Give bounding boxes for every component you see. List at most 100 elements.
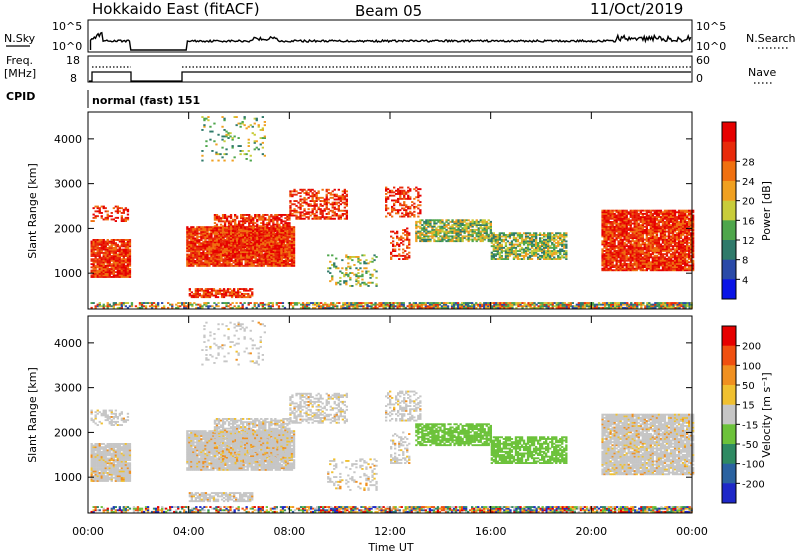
- heatmap-cell: [632, 244, 634, 246]
- heatmap-cell: [286, 237, 288, 239]
- heatmap-cell: [616, 210, 618, 212]
- heatmap-cell: [91, 250, 93, 252]
- heatmap-cell: [549, 250, 551, 252]
- heatmap-cell: [111, 250, 113, 252]
- heatmap-cell: [282, 220, 284, 222]
- heatmap-cell: [232, 250, 234, 252]
- heatmap-cell: [652, 260, 654, 262]
- heatmap-cell: [521, 252, 523, 254]
- heatmap-cell: [501, 244, 503, 246]
- heatmap-cell: [551, 242, 553, 244]
- heatmap-cell: [278, 214, 280, 216]
- heatmap-cell: [488, 219, 490, 221]
- heatmap-cell: [644, 226, 646, 228]
- heatmap-cell: [403, 201, 405, 203]
- heatmap-cell: [493, 247, 495, 249]
- heatmap-cell: [196, 252, 198, 254]
- heatmap-cell: [614, 260, 616, 262]
- heatmap-cell: [276, 214, 278, 216]
- heatmap-cell: [486, 231, 488, 233]
- heatmap-cell: [242, 230, 244, 232]
- heatmap-cell: [513, 250, 515, 252]
- heatmap-cell: [334, 189, 336, 191]
- heatmap-cell: [565, 247, 567, 249]
- heatmap-cell: [250, 225, 252, 227]
- heatmap-cell: [224, 229, 226, 231]
- heatmap-cell: [529, 255, 531, 257]
- heatmap-cell: [656, 232, 658, 234]
- heatmap-cell: [291, 252, 293, 254]
- heatmap-cell: [466, 219, 468, 221]
- heatmap-cell: [636, 218, 638, 220]
- heatmap-cell: [316, 215, 318, 217]
- heatmap-cell: [99, 247, 101, 249]
- heatmap-cell: [417, 204, 419, 206]
- heatmap-cell: [435, 219, 437, 221]
- heatmap-cell: [640, 260, 642, 262]
- heatmap-cell: [664, 253, 666, 255]
- heatmap-cell: [555, 234, 557, 236]
- heatmap-cell: [427, 219, 429, 221]
- heatmap-cell: [284, 222, 286, 224]
- heatmap-cell: [234, 248, 236, 250]
- heatmap-cell: [293, 200, 295, 202]
- heatmap-cell: [612, 232, 614, 234]
- heatmap-cell: [660, 210, 662, 212]
- heatmap-cell: [252, 246, 254, 248]
- heatmap-cell: [441, 235, 443, 237]
- heatmap-cell: [295, 210, 297, 212]
- heatmap-cell: [435, 227, 437, 229]
- heatmap-cell: [445, 224, 447, 226]
- heatmap-cell: [551, 250, 553, 252]
- heatmap-cell: [654, 247, 656, 249]
- heatmap-cell: [344, 189, 346, 191]
- heatmap-cell: [457, 219, 459, 221]
- heatmap-cell: [535, 234, 537, 236]
- heatmap-cell: [244, 227, 246, 229]
- heatmap-cell: [266, 250, 268, 252]
- heatmap-cell: [214, 232, 216, 234]
- heatmap-cell: [240, 237, 242, 239]
- heatmap-cell: [276, 248, 278, 250]
- heatmap-cell: [486, 221, 488, 223]
- heatmap-cell: [533, 232, 535, 234]
- heatmap-cell: [539, 245, 541, 247]
- heatmap-cell: [488, 234, 490, 236]
- heatmap-cell: [628, 263, 630, 265]
- heatmap-cell: [474, 231, 476, 233]
- heatmap-cell: [334, 211, 336, 213]
- heatmap-cell: [616, 250, 618, 252]
- heatmap-cell: [220, 263, 222, 265]
- heatmap-cell: [299, 189, 301, 191]
- heatmap-cell: [484, 235, 486, 237]
- heatmap-cell: [208, 257, 210, 259]
- heatmap-cell: [407, 187, 409, 189]
- heatmap-cell: [472, 231, 474, 233]
- heatmap-cell: [222, 225, 224, 227]
- heatmap-cell: [478, 227, 480, 229]
- heatmap-cell: [101, 250, 103, 252]
- heatmap-cell: [264, 227, 266, 229]
- heatmap-cell: [620, 245, 622, 247]
- heatmap-cell: [547, 247, 549, 249]
- heatmap-cell: [316, 210, 318, 212]
- heatmap-cell: [238, 232, 240, 234]
- heatmap-cell: [218, 240, 220, 242]
- heatmap-cell: [119, 250, 121, 252]
- heatmap-cell: [192, 265, 194, 267]
- heatmap-cell: [282, 214, 284, 216]
- heatmap-cell: [105, 250, 107, 252]
- heatmap-cell: [638, 218, 640, 220]
- heatmap-cell: [115, 263, 117, 265]
- heatmap-cell: [468, 223, 470, 225]
- heatmap-cell: [312, 208, 314, 210]
- heatmap-cell: [228, 253, 230, 255]
- heatmap-cell: [535, 232, 537, 234]
- heatmap-cell: [517, 250, 519, 252]
- heatmap-cell: [401, 212, 403, 214]
- heatmap-cell: [322, 210, 324, 212]
- heatmap-cell: [415, 187, 417, 189]
- heatmap-cell: [297, 202, 299, 204]
- heatmap-cell: [342, 190, 344, 192]
- heatmap-cell: [622, 260, 624, 262]
